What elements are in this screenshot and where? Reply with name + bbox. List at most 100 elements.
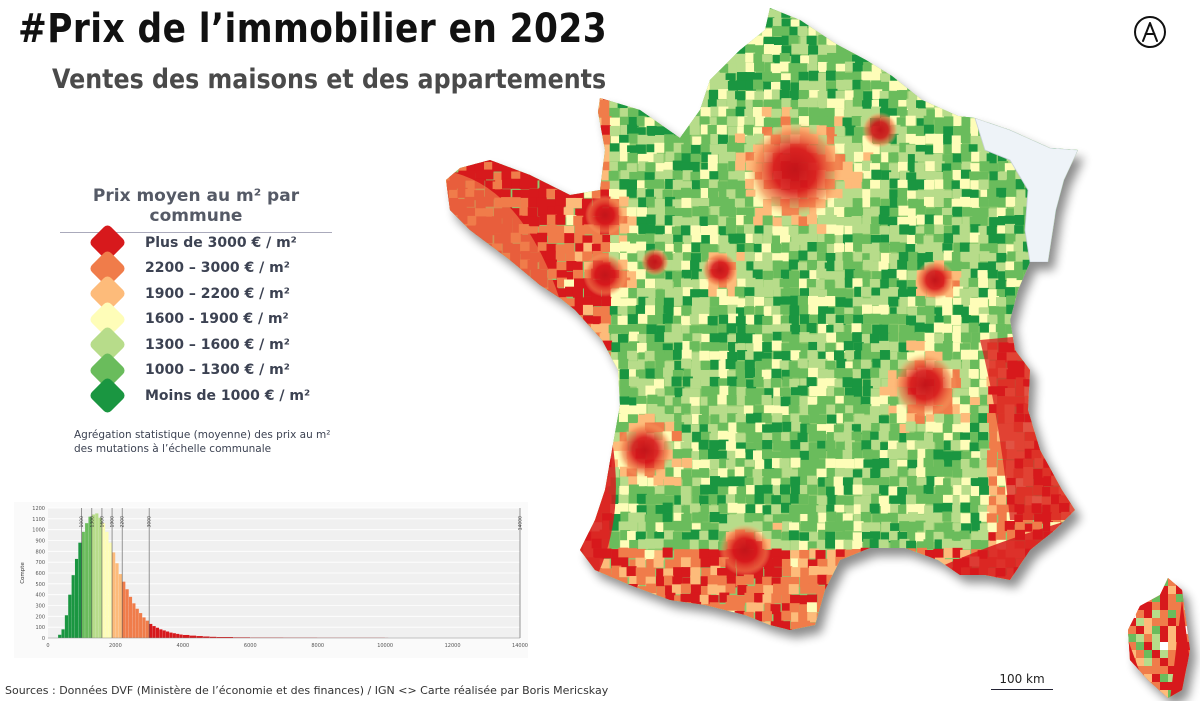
threshold-label: 1900 xyxy=(110,516,116,528)
histogram-bar xyxy=(101,523,106,638)
histogram-bar xyxy=(88,516,92,638)
y-tick-label: 1200 xyxy=(32,506,45,512)
y-axis-label: Compte xyxy=(20,562,26,584)
threshold-label: 1600 xyxy=(99,516,105,528)
sources-credit: Sources : Données DVF (Ministère de l’éc… xyxy=(5,684,609,697)
legend: Plus de 3000 € / m² 2200 – 3000 € / m² 1… xyxy=(88,223,311,415)
histogram-bar xyxy=(105,531,109,638)
y-tick-label: 700 xyxy=(35,560,45,566)
y-tick-label: 400 xyxy=(35,593,45,599)
histogram-bar xyxy=(166,631,170,638)
legend-label: 2200 – 3000 € / m² xyxy=(145,260,290,277)
histogram-bar xyxy=(122,581,126,638)
y-tick-label: 100 xyxy=(35,625,45,631)
histogram-bar xyxy=(203,636,210,638)
map-subtitle: Ventes des maisons et des appartements xyxy=(52,64,607,95)
histogram-bar xyxy=(112,552,116,638)
histogram-bar xyxy=(64,615,69,638)
threshold-label: 3000 xyxy=(147,516,153,528)
legend-label: 1600 - 1900 € / m² xyxy=(145,311,289,328)
histogram-bar xyxy=(68,594,72,638)
threshold-label: 1000 xyxy=(79,516,85,528)
histogram-bar xyxy=(78,542,82,638)
histogram-bar xyxy=(139,613,143,638)
histogram-bar xyxy=(145,620,149,638)
histogram-bar xyxy=(135,608,139,638)
x-tick-label: 2000 xyxy=(109,643,122,649)
aggregation-note: Agrégation statistique (moyenne) des pri… xyxy=(74,429,331,455)
price-histogram: 0 100 200 300 400 500 600 700 800 900 1000 1100 1200… xyxy=(14,502,528,658)
histogram-bar xyxy=(118,574,122,638)
legend-swatch-7 xyxy=(88,376,127,415)
histogram-bar xyxy=(85,523,89,638)
histogram-bar xyxy=(128,596,133,638)
histogram-bar xyxy=(58,634,62,638)
legend-item: Moins de 1000 € / m² xyxy=(88,376,311,415)
x-tick-label: 8000 xyxy=(311,643,324,649)
y-tick-label: 300 xyxy=(35,604,45,610)
y-tick-label: 1000 xyxy=(32,528,45,534)
france-choropleth-map xyxy=(446,8,1190,698)
x-tick-label: 0 xyxy=(46,643,49,649)
histogram-bar xyxy=(152,626,156,638)
map-title: #Prix de l’immobilier en 2023 xyxy=(18,6,608,52)
histogram-bar xyxy=(95,513,99,638)
corsica-communes xyxy=(1128,578,1190,698)
histogram-bar xyxy=(98,517,102,638)
histogram-bar xyxy=(149,623,153,638)
x-tick-label: 10000 xyxy=(377,643,393,649)
scale-bar-label: 100 km xyxy=(999,672,1045,686)
x-tick-label: 6000 xyxy=(244,643,257,649)
histogram-bar xyxy=(115,563,119,638)
histogram-bar xyxy=(74,558,79,638)
histogram-bar xyxy=(162,630,166,638)
mainland-communes xyxy=(446,8,1078,630)
legend-label: 1300 – 1600 € / m² xyxy=(145,336,290,353)
legend-item: 1900 – 2200 € / m² xyxy=(88,274,310,313)
north-arrow-icon xyxy=(1134,16,1166,48)
histogram-bar xyxy=(125,589,129,638)
legend-item: Plus de 3000 € / m² xyxy=(88,223,310,262)
scale-bar: 100 km xyxy=(991,672,1053,690)
legend-label: 1900 – 2200 € / m² xyxy=(145,285,290,302)
y-tick-label: 500 xyxy=(35,582,45,588)
histogram-bar xyxy=(182,634,190,638)
threshold-label: 14000 xyxy=(518,516,524,530)
x-tick-label: 4000 xyxy=(176,643,189,649)
legend-item: 2200 – 3000 € / m² xyxy=(88,249,310,288)
histogram-bar xyxy=(91,514,95,638)
histogram-bar xyxy=(179,634,183,638)
y-tick-label: 1100 xyxy=(32,517,45,523)
histogram-bar xyxy=(155,627,160,638)
x-tick-label: 14000 xyxy=(512,643,528,649)
histogram-bar xyxy=(142,617,146,638)
histogram-bar xyxy=(81,531,85,638)
histogram-bar xyxy=(172,633,176,638)
legend-item: 1600 - 1900 € / m² xyxy=(88,300,310,339)
legend-label: Moins de 1000 € / m² xyxy=(145,387,311,404)
histogram-bar xyxy=(189,635,197,638)
y-tick-label: 0 xyxy=(42,636,45,642)
x-tick-label: 12000 xyxy=(445,643,461,649)
y-tick-label: 200 xyxy=(35,614,45,620)
histogram-bar xyxy=(71,575,75,638)
histogram-bar xyxy=(108,542,112,638)
histogram-bar xyxy=(61,629,65,638)
y-tick-label: 800 xyxy=(35,549,45,555)
histogram-bar xyxy=(159,629,163,638)
histogram-bar xyxy=(196,636,203,638)
histogram-bar xyxy=(176,633,180,638)
legend-label: Plus de 3000 € / m² xyxy=(145,234,297,251)
legend-title: Prix moyen au m² par commune xyxy=(60,186,332,233)
legend-label: 1000 – 1300 € / m² xyxy=(145,362,290,379)
legend-item: 1300 – 1600 € / m² xyxy=(88,325,310,364)
y-tick-label: 600 xyxy=(35,571,45,577)
histogram-bar xyxy=(169,632,173,638)
threshold-label: 1300 xyxy=(89,516,95,528)
scale-bar-line xyxy=(991,689,1053,690)
threshold-label: 2200 xyxy=(120,516,126,528)
y-tick-label: 900 xyxy=(35,539,45,545)
histogram-bar xyxy=(216,637,234,638)
histogram-bar xyxy=(132,603,136,638)
legend-item: 1000 – 1300 € / m² xyxy=(88,351,310,390)
